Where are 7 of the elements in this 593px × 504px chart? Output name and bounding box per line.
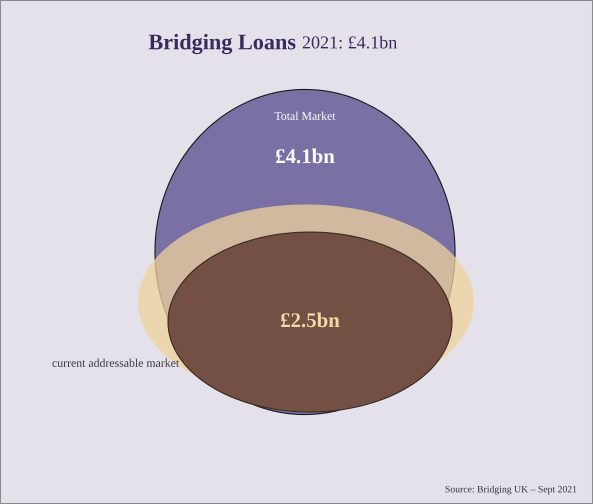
data-label: £2.5bn xyxy=(281,312,340,328)
category-label: current addressable market xyxy=(52,358,180,367)
source-note: Source: Bridging UK – Sept 2021 xyxy=(446,486,576,494)
text: 2021: £4.1bn xyxy=(302,36,398,49)
text: Bridging Loans xyxy=(148,34,296,54)
data-label: £4.1bn xyxy=(276,148,335,164)
category-label: Total Market xyxy=(274,112,336,120)
